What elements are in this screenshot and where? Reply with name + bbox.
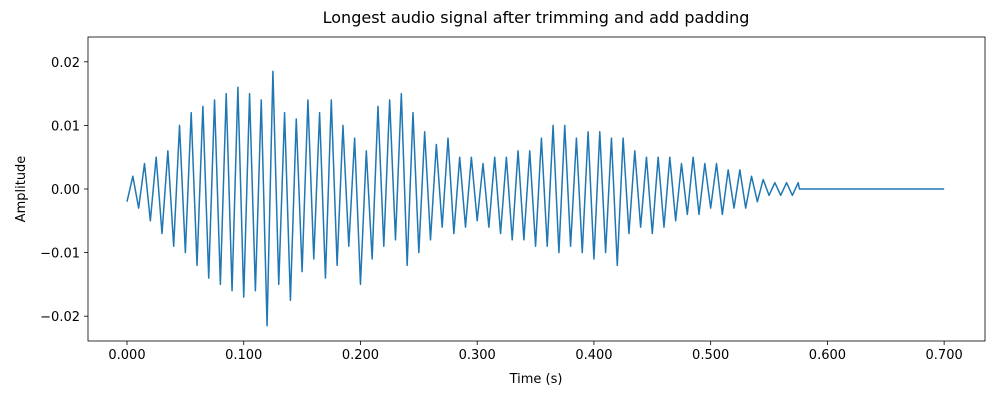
x-tick-label: 0.400 <box>575 348 612 363</box>
y-tick-label: 0.00 <box>51 183 80 198</box>
chart-title: Longest audio signal after trimming and … <box>323 8 750 27</box>
x-axis-label: Time (s) <box>509 372 563 387</box>
signal-line <box>126 70 945 327</box>
y-tick-label: −0.02 <box>40 310 80 325</box>
x-tick-label: 0.000 <box>108 348 145 363</box>
y-tick-label: 0.01 <box>51 119 80 134</box>
x-tick-label: 0.600 <box>809 348 846 363</box>
x-tick-label: 0.700 <box>926 348 963 363</box>
x-tick-label: 0.100 <box>225 348 262 363</box>
x-tick-label: 0.300 <box>459 348 496 363</box>
y-tick-label: −0.01 <box>40 247 80 262</box>
x-tick-label: 0.500 <box>692 348 729 363</box>
y-axis-label: Amplitude <box>14 156 29 223</box>
x-tick-label: 0.200 <box>342 348 379 363</box>
plot-frame <box>87 36 986 342</box>
y-tick-label: 0.02 <box>51 56 80 71</box>
